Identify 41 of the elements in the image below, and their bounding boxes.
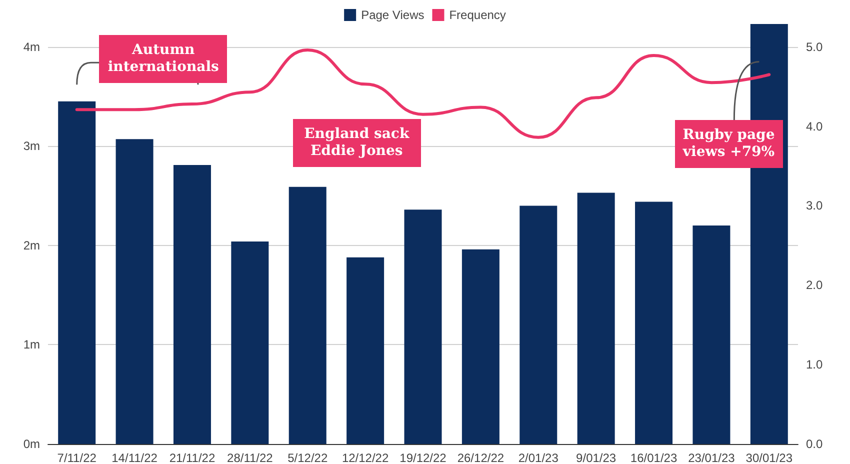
annotation: Rugby page views +79%	[674, 120, 783, 168]
legend-label: Frequency	[449, 8, 506, 22]
y-tick-label: 2m	[23, 238, 40, 252]
bar	[288, 186, 326, 444]
annotation: England sack Eddie Jones	[292, 119, 421, 168]
bar	[116, 139, 154, 444]
bar	[462, 249, 500, 444]
x-tick-label: 14/11/22	[112, 451, 158, 464]
x-tick-label: 21/11/22	[169, 451, 216, 464]
y-tick-label: 3m	[23, 139, 40, 154]
x-tick-label: 23/01/23	[688, 451, 736, 464]
y-tick-label: 1m	[23, 338, 40, 352]
x-tick-label: 16/01/23	[630, 451, 678, 464]
bar	[58, 101, 96, 444]
x-tick-label: 9/01/23	[576, 451, 616, 464]
x-tick-label: 19/12/22	[400, 451, 447, 464]
y2-tick-label: 3.0	[806, 198, 824, 213]
y2-tick-label: 5.0	[806, 40, 824, 54]
x-tick-label: 26/12/22	[457, 451, 504, 464]
y2-tick-label: 2.0	[806, 278, 824, 292]
x-tick-label: 28/11/22	[227, 451, 274, 464]
bar	[635, 202, 673, 444]
bar	[346, 257, 384, 444]
x-tick-label: 30/01/23	[746, 451, 793, 464]
bar	[404, 210, 442, 444]
y-tick-label: 0m	[23, 437, 40, 451]
bar	[173, 164, 211, 444]
y2-tick-label: 0.0	[806, 437, 824, 451]
x-tick-label: 2/01/23	[518, 451, 559, 464]
x-tick-label: 12/12/22	[342, 451, 389, 464]
y-tick-label: 4m	[23, 40, 40, 54]
annotation: Autumn internationals	[99, 34, 228, 83]
bar	[520, 206, 558, 444]
x-tick-label: 5/12/22	[288, 451, 328, 464]
legend-label: Page Views	[361, 8, 424, 22]
bar	[692, 226, 730, 444]
x-tick-label: 7/11/22	[57, 451, 97, 464]
y2-tick-label: 1.0	[806, 358, 824, 372]
y2-tick-label: 4.0	[806, 119, 824, 134]
bar	[577, 192, 615, 444]
bar	[231, 241, 269, 444]
